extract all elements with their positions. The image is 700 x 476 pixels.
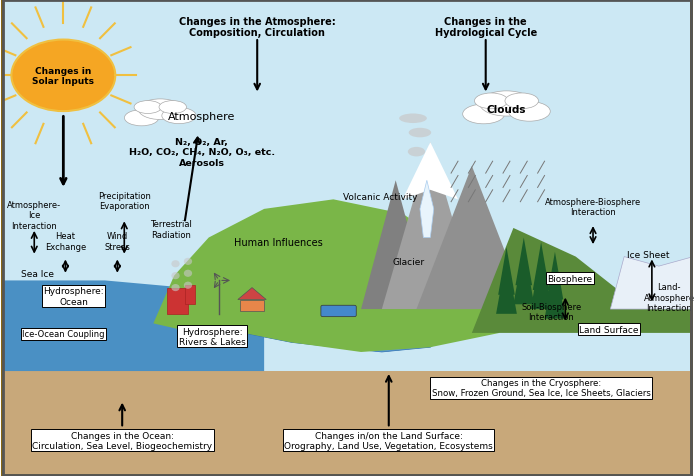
Ellipse shape bbox=[162, 109, 196, 124]
Text: Hydrosphere:
Ocean: Hydrosphere: Ocean bbox=[43, 287, 104, 306]
Polygon shape bbox=[238, 288, 266, 300]
Polygon shape bbox=[531, 252, 552, 309]
Bar bbox=[240, 300, 264, 312]
Text: Biosphere: Biosphere bbox=[547, 274, 593, 283]
Polygon shape bbox=[420, 181, 434, 238]
Polygon shape bbox=[545, 262, 566, 319]
FancyBboxPatch shape bbox=[1, 290, 264, 371]
Text: Soil-Biosphere
Interaction: Soil-Biosphere Interaction bbox=[522, 302, 582, 321]
Text: Hydrosphere:
Rivers & Lakes: Hydrosphere: Rivers & Lakes bbox=[178, 327, 246, 346]
Ellipse shape bbox=[184, 270, 192, 277]
Ellipse shape bbox=[159, 101, 186, 114]
Text: Changes in/on the Land Surface:
Orography, Land Use, Vegetation, Ecosystems: Changes in/on the Land Surface: Orograph… bbox=[284, 431, 493, 450]
Ellipse shape bbox=[172, 272, 180, 279]
Ellipse shape bbox=[134, 101, 162, 114]
Ellipse shape bbox=[463, 105, 505, 125]
Bar bbox=[690, 0, 694, 476]
Text: Wind
Stress: Wind Stress bbox=[104, 232, 130, 251]
Polygon shape bbox=[361, 181, 430, 309]
Polygon shape bbox=[513, 248, 534, 305]
Ellipse shape bbox=[184, 258, 192, 266]
Text: Atmosphere-
Ice
Interaction: Atmosphere- Ice Interaction bbox=[7, 200, 62, 230]
Text: N₂, O₂, Ar,
H₂O, CO₂, CH₄, N₂O, O₃, etc.
Aerosols: N₂, O₂, Ar, H₂O, CO₂, CH₄, N₂O, O₃, etc.… bbox=[129, 138, 275, 167]
Text: Changes in
Solar Inputs: Changes in Solar Inputs bbox=[32, 67, 94, 86]
Text: Atmosphere-Biosphere
Interaction: Atmosphere-Biosphere Interaction bbox=[545, 198, 641, 217]
Polygon shape bbox=[610, 257, 694, 309]
Text: Atmosphere: Atmosphere bbox=[168, 112, 235, 121]
Polygon shape bbox=[547, 252, 564, 300]
Ellipse shape bbox=[505, 94, 538, 109]
FancyBboxPatch shape bbox=[321, 306, 356, 317]
Polygon shape bbox=[533, 243, 550, 290]
Circle shape bbox=[11, 40, 116, 112]
Bar bbox=[1, 0, 694, 371]
Polygon shape bbox=[402, 143, 458, 200]
Bar bbox=[1, 474, 694, 476]
Text: Land Surface: Land Surface bbox=[579, 325, 638, 334]
Text: Heat
Exchange: Heat Exchange bbox=[45, 232, 86, 251]
Bar bbox=[185, 286, 195, 305]
Text: Changes in the Atmosphere:
Composition, Circulation: Changes in the Atmosphere: Composition, … bbox=[178, 17, 335, 38]
Polygon shape bbox=[496, 257, 517, 314]
Polygon shape bbox=[382, 143, 479, 309]
Text: Glacier: Glacier bbox=[392, 258, 424, 266]
Text: Land-
Atmosphere
Interaction: Land- Atmosphere Interaction bbox=[643, 283, 695, 312]
Text: Changes in the Cryosphere:
Snow, Frozen Ground, Sea Ice, Ice Sheets, Glaciers: Changes in the Cryosphere: Snow, Frozen … bbox=[432, 378, 650, 397]
Polygon shape bbox=[153, 200, 500, 352]
Ellipse shape bbox=[139, 99, 182, 120]
Text: Sea Ice: Sea Ice bbox=[21, 270, 54, 278]
Bar bbox=[1, 371, 694, 476]
Ellipse shape bbox=[125, 110, 159, 127]
Polygon shape bbox=[1, 281, 264, 371]
Text: Changes in the Ocean:
Circulation, Sea Level, Biogeochemistry: Changes in the Ocean: Circulation, Sea L… bbox=[32, 431, 212, 450]
Text: Clouds: Clouds bbox=[486, 105, 526, 114]
Bar bbox=[1, 0, 4, 476]
Ellipse shape bbox=[475, 94, 508, 109]
Ellipse shape bbox=[408, 148, 425, 157]
Text: Volcanic Activity: Volcanic Activity bbox=[343, 193, 418, 202]
Bar bbox=[167, 288, 188, 314]
Polygon shape bbox=[244, 295, 451, 352]
Text: Human Influences: Human Influences bbox=[234, 238, 323, 248]
Ellipse shape bbox=[184, 282, 192, 289]
Text: Terrestrial
Radiation: Terrestrial Radiation bbox=[150, 220, 192, 239]
Ellipse shape bbox=[172, 261, 180, 268]
Polygon shape bbox=[416, 167, 527, 309]
Polygon shape bbox=[515, 238, 532, 286]
Ellipse shape bbox=[172, 285, 180, 291]
Text: Ice Sheet: Ice Sheet bbox=[627, 250, 670, 259]
Text: Ice-Ocean Coupling: Ice-Ocean Coupling bbox=[22, 330, 104, 338]
Ellipse shape bbox=[480, 92, 533, 117]
Ellipse shape bbox=[508, 102, 550, 122]
Text: Changes in the
Hydrological Cycle: Changes in the Hydrological Cycle bbox=[435, 17, 537, 38]
Polygon shape bbox=[498, 248, 514, 295]
Bar bbox=[1, 0, 694, 2]
Text: Precipitation
Evaporation: Precipitation Evaporation bbox=[98, 191, 150, 210]
Ellipse shape bbox=[399, 114, 427, 124]
Polygon shape bbox=[472, 228, 694, 333]
Polygon shape bbox=[1, 371, 694, 476]
Ellipse shape bbox=[409, 129, 431, 138]
